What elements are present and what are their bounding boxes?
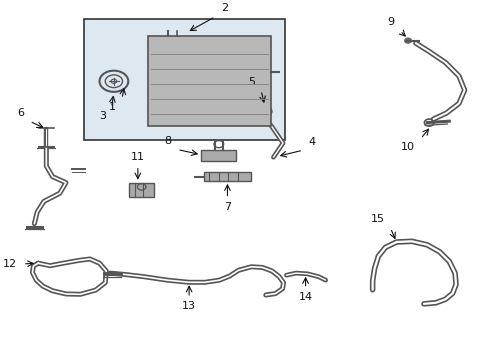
FancyBboxPatch shape xyxy=(84,19,285,140)
Text: 1: 1 xyxy=(109,103,116,112)
Text: 5: 5 xyxy=(248,77,255,86)
Bar xyxy=(129,183,154,197)
Text: 3: 3 xyxy=(99,111,106,121)
Text: 15: 15 xyxy=(370,214,385,224)
Text: 8: 8 xyxy=(164,136,171,146)
Circle shape xyxy=(405,38,412,43)
Text: 6: 6 xyxy=(17,108,24,118)
Text: 4: 4 xyxy=(309,136,316,147)
Bar xyxy=(201,150,236,161)
Text: 10: 10 xyxy=(401,142,415,152)
Text: 11: 11 xyxy=(131,152,145,162)
Text: 9: 9 xyxy=(387,17,394,27)
Bar xyxy=(203,172,251,181)
Bar xyxy=(148,36,270,126)
Text: 7: 7 xyxy=(224,202,231,212)
Text: 14: 14 xyxy=(298,292,313,302)
Text: 2: 2 xyxy=(221,3,228,13)
Text: 13: 13 xyxy=(182,301,196,311)
Text: 12: 12 xyxy=(3,259,17,269)
